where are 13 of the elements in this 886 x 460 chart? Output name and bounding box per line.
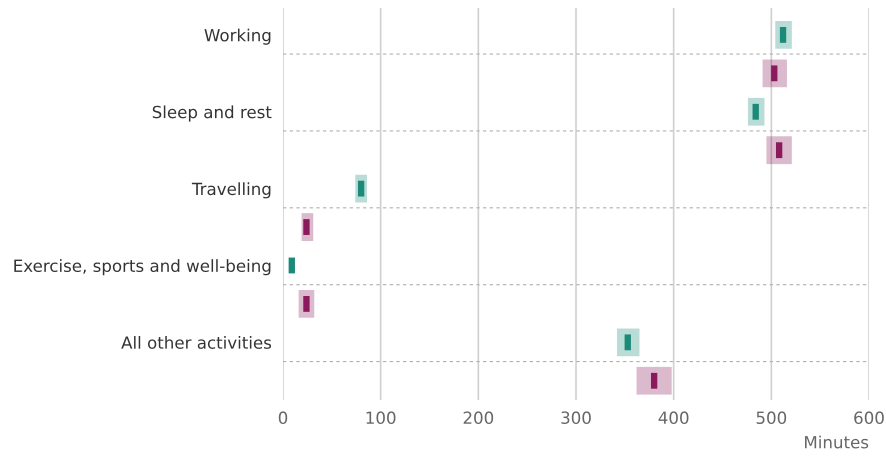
x-axis-title: Minutes bbox=[805, 436, 868, 448]
x-tick-label: 0 bbox=[278, 411, 288, 424]
y-tick-label: Exercise, sports and well-being bbox=[14, 259, 270, 276]
x-tick-label: 300 bbox=[561, 411, 591, 424]
x-tick-label: 100 bbox=[366, 411, 396, 424]
y-tick-label: Sleep and rest bbox=[152, 105, 272, 122]
x-tick-label: 600 bbox=[854, 411, 884, 424]
x-tick-label: 200 bbox=[464, 411, 494, 424]
y-tick-label: Working bbox=[204, 28, 270, 45]
x-tick-label: 400 bbox=[658, 411, 688, 424]
y-tick-label: All other activities bbox=[121, 336, 272, 349]
y-tick-label: Travelling bbox=[192, 182, 270, 198]
x-tick-label: 500 bbox=[756, 411, 786, 424]
